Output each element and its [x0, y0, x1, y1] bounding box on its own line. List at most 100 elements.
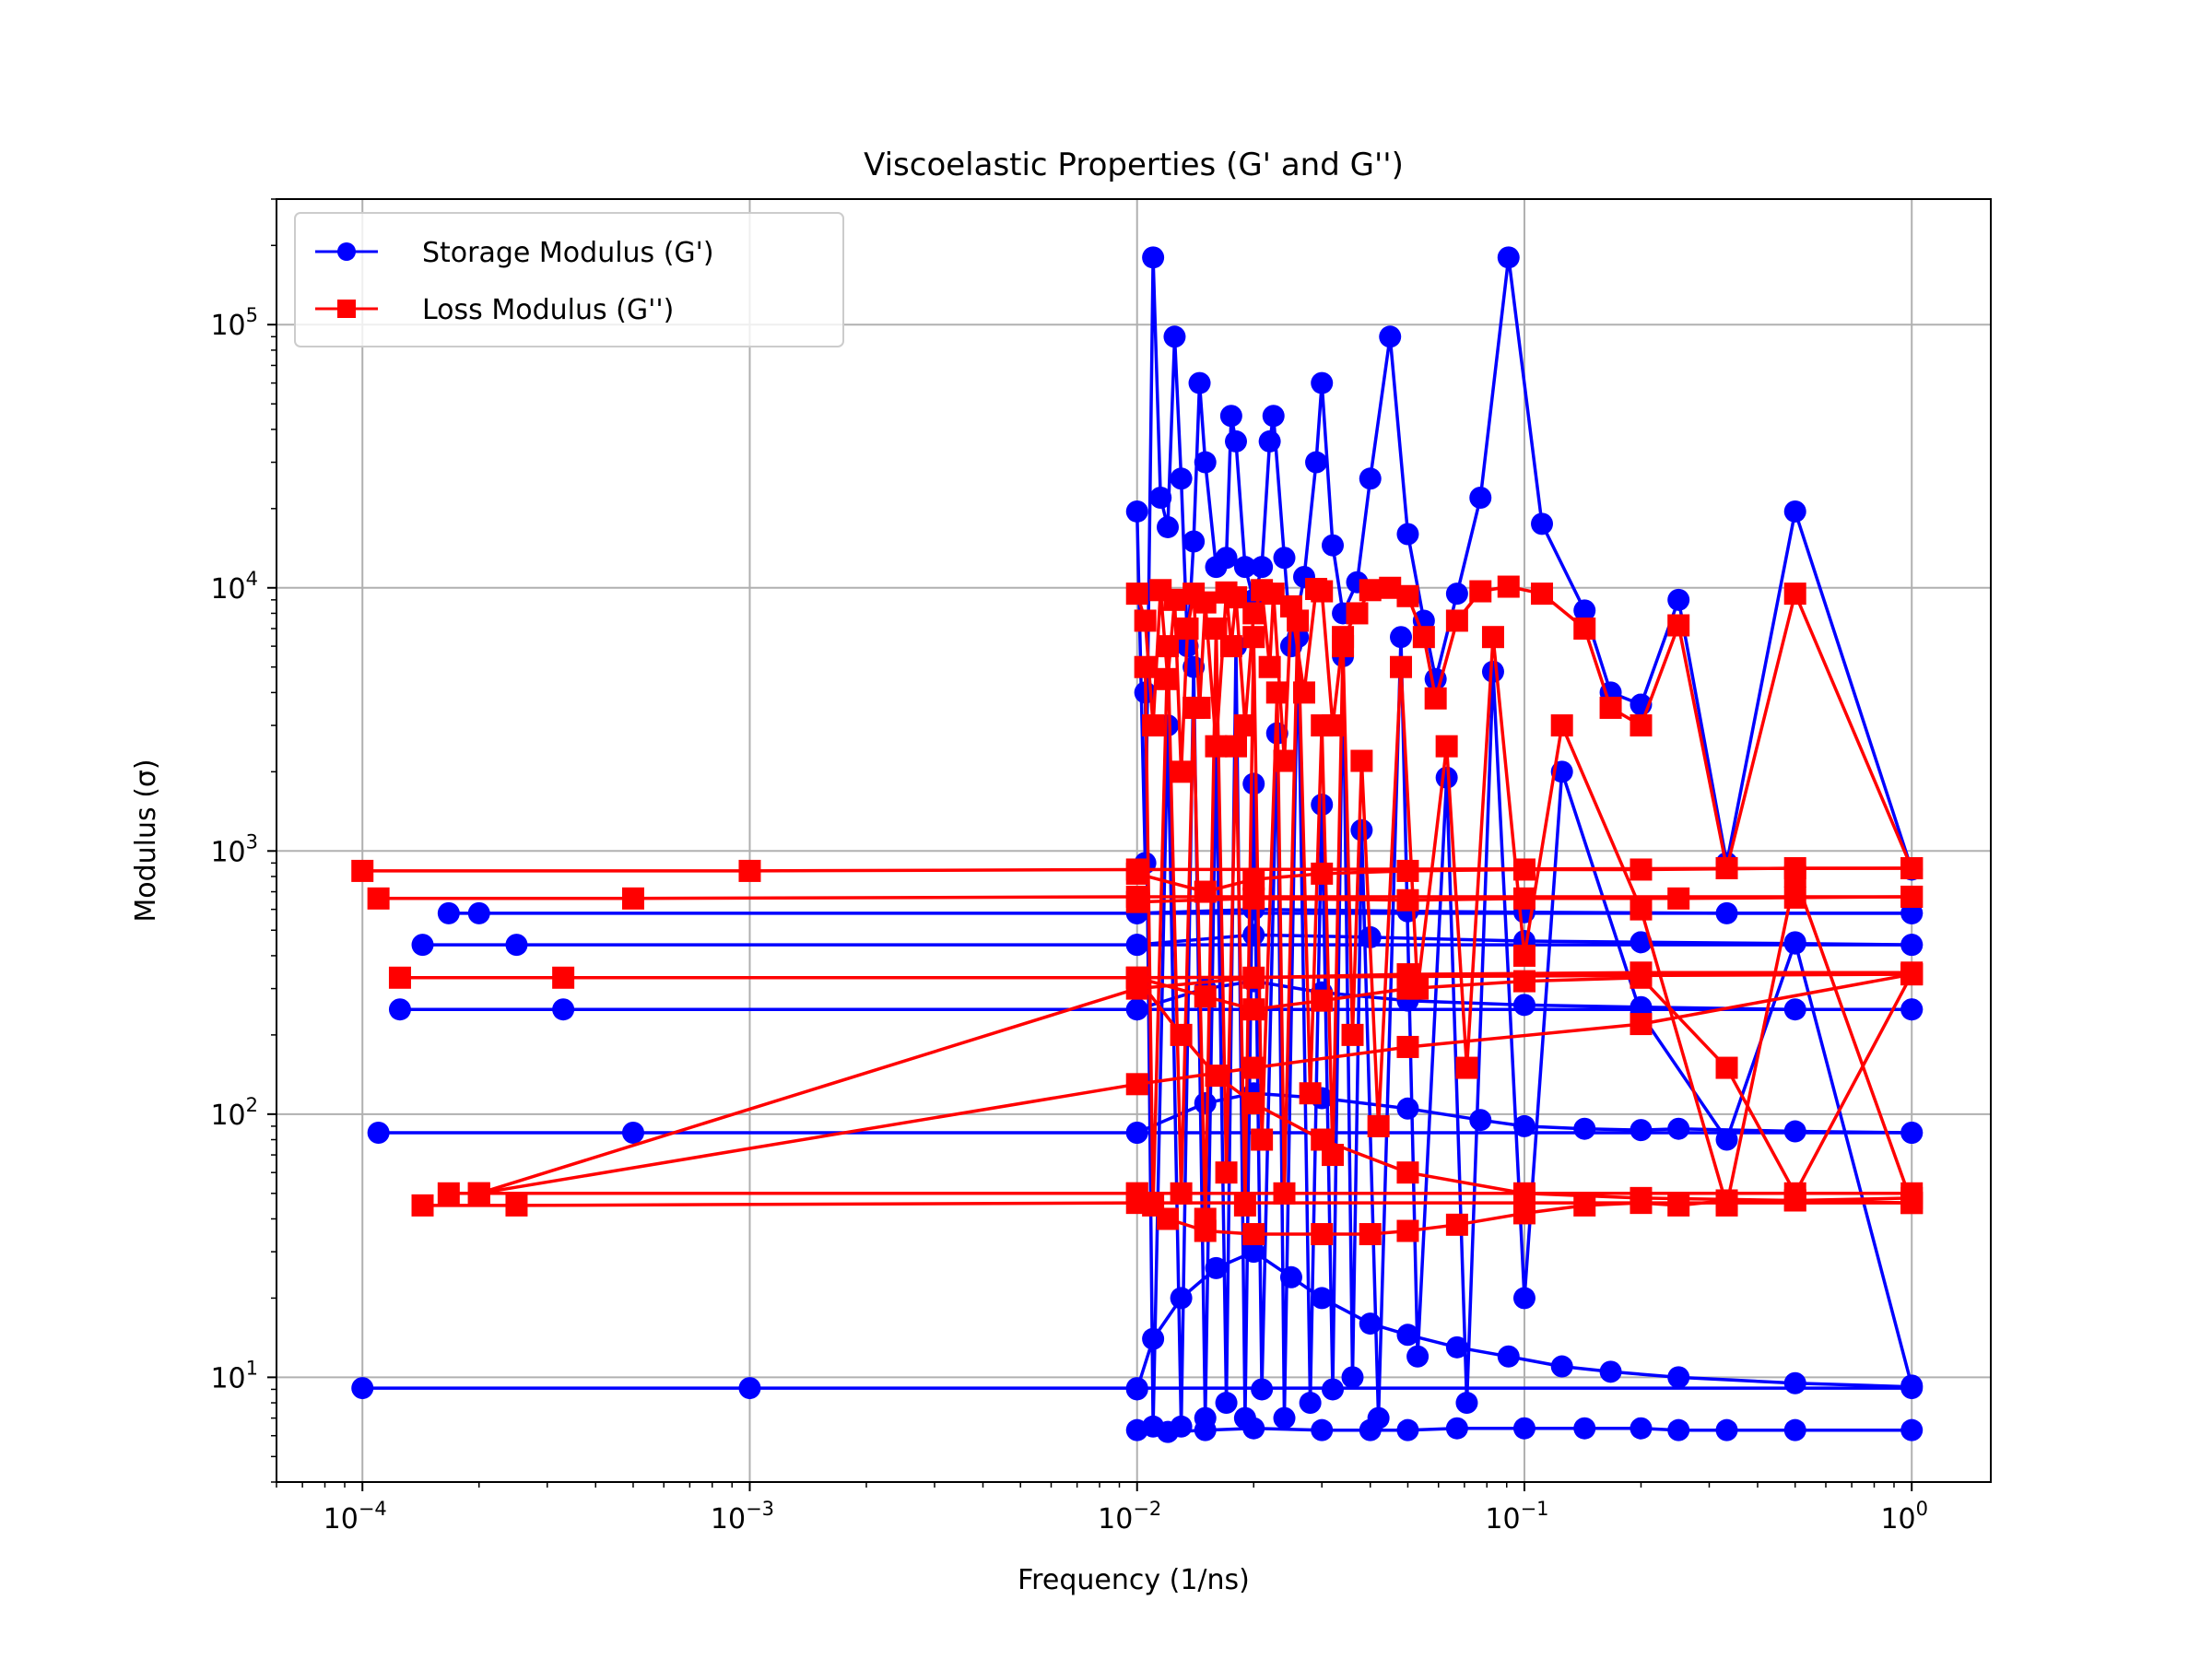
data-point — [1273, 547, 1296, 570]
data-point — [1396, 859, 1419, 882]
data-point — [1667, 614, 1690, 637]
data-point — [1469, 1109, 1492, 1132]
data-point — [1346, 602, 1369, 625]
data-point — [1125, 500, 1148, 523]
data-point — [1341, 1023, 1364, 1046]
data-point — [1900, 857, 1924, 880]
data-point — [1573, 1117, 1596, 1140]
data-point — [1512, 1114, 1535, 1137]
data-point — [1194, 1207, 1217, 1230]
data-point — [1396, 1097, 1419, 1120]
data-point — [1469, 486, 1492, 509]
data-point — [1550, 1355, 1573, 1378]
data-point — [1262, 405, 1285, 428]
data-point — [1251, 1378, 1274, 1401]
data-point — [1667, 1117, 1690, 1140]
data-point — [1630, 1119, 1653, 1142]
data-point — [1273, 749, 1296, 772]
data-point — [505, 1194, 528, 1217]
data-point — [1630, 1013, 1653, 1036]
data-point — [1170, 1023, 1193, 1046]
data-point — [1142, 1327, 1165, 1350]
y-tick-label: 105 — [210, 304, 258, 342]
data-point — [1225, 735, 1248, 758]
data-point — [1170, 1182, 1193, 1205]
data-point — [1125, 582, 1148, 606]
data-point — [351, 1377, 374, 1400]
data-point — [1512, 944, 1535, 967]
data-point — [1783, 1120, 1806, 1143]
data-point — [1445, 1417, 1468, 1440]
grid — [276, 199, 1991, 1482]
data-point — [1900, 1121, 1924, 1144]
data-point — [1176, 617, 1199, 640]
data-point — [1599, 696, 1622, 719]
data-point — [1311, 989, 1334, 1012]
data-point — [738, 1377, 761, 1400]
data-point — [1359, 1312, 1382, 1335]
x-tick-label: 10−1 — [1485, 1498, 1548, 1535]
data-point — [1531, 582, 1554, 606]
x-tick-label: 100 — [1880, 1498, 1928, 1535]
data-point — [1481, 626, 1504, 649]
data-point — [1406, 977, 1430, 1000]
data-point — [1242, 966, 1265, 989]
data-point — [1170, 467, 1193, 490]
y-axis-label: Modulus (σ) — [130, 759, 162, 922]
data-point — [1125, 966, 1148, 989]
data-point — [1783, 1418, 1806, 1441]
data-point — [1194, 591, 1217, 614]
data-point — [1445, 1213, 1468, 1236]
data-point — [1445, 1335, 1468, 1359]
data-point — [1715, 1128, 1738, 1151]
data-point — [1630, 714, 1653, 737]
data-point — [411, 1194, 434, 1217]
data-point — [1311, 371, 1334, 394]
data-point — [1435, 735, 1458, 758]
data-point — [1142, 714, 1165, 737]
data-point — [1311, 862, 1334, 885]
axis-ticks: 10−4 10−3 10−2 10−1 100 101 102 103 104 105 — [210, 198, 1928, 1535]
legend-box — [294, 212, 844, 347]
data-point — [1715, 1056, 1738, 1079]
data-point — [1182, 696, 1206, 719]
data-point — [1715, 1194, 1738, 1217]
data-point — [1311, 714, 1334, 737]
data-point — [1125, 862, 1148, 885]
data-point — [1667, 1366, 1690, 1389]
data-point — [1396, 1219, 1419, 1242]
legend-marker-loss — [337, 300, 356, 318]
data-point — [1170, 760, 1193, 783]
series-storage-modulus — [351, 246, 1924, 1443]
data-point — [1573, 1417, 1596, 1440]
data-point — [1783, 998, 1806, 1021]
data-point — [1293, 681, 1316, 704]
data-point — [1205, 735, 1228, 758]
data-point — [388, 998, 411, 1021]
data-point — [1341, 1366, 1364, 1389]
data-point — [1242, 887, 1265, 910]
data-point — [1900, 998, 1924, 1021]
data-point — [1233, 1194, 1256, 1217]
data-point — [1630, 1186, 1653, 1209]
data-point — [1194, 1406, 1217, 1430]
data-point — [1350, 818, 1373, 841]
legend-marker-storage — [337, 242, 356, 261]
data-point — [1194, 1092, 1217, 1115]
data-point — [1142, 246, 1165, 269]
data-point — [1142, 1194, 1165, 1217]
data-point — [1242, 1223, 1265, 1246]
data-point — [1258, 429, 1281, 453]
data-point — [1445, 582, 1468, 606]
data-point — [1311, 1287, 1334, 1310]
data-point — [1182, 530, 1206, 553]
data-point — [1667, 1194, 1690, 1217]
data-point — [1157, 635, 1180, 658]
data-point — [437, 901, 460, 924]
data-point — [1322, 1144, 1345, 1167]
data-point — [1573, 1194, 1596, 1217]
data-point — [1396, 523, 1419, 546]
data-point — [1311, 794, 1334, 817]
data-point — [1242, 772, 1265, 795]
